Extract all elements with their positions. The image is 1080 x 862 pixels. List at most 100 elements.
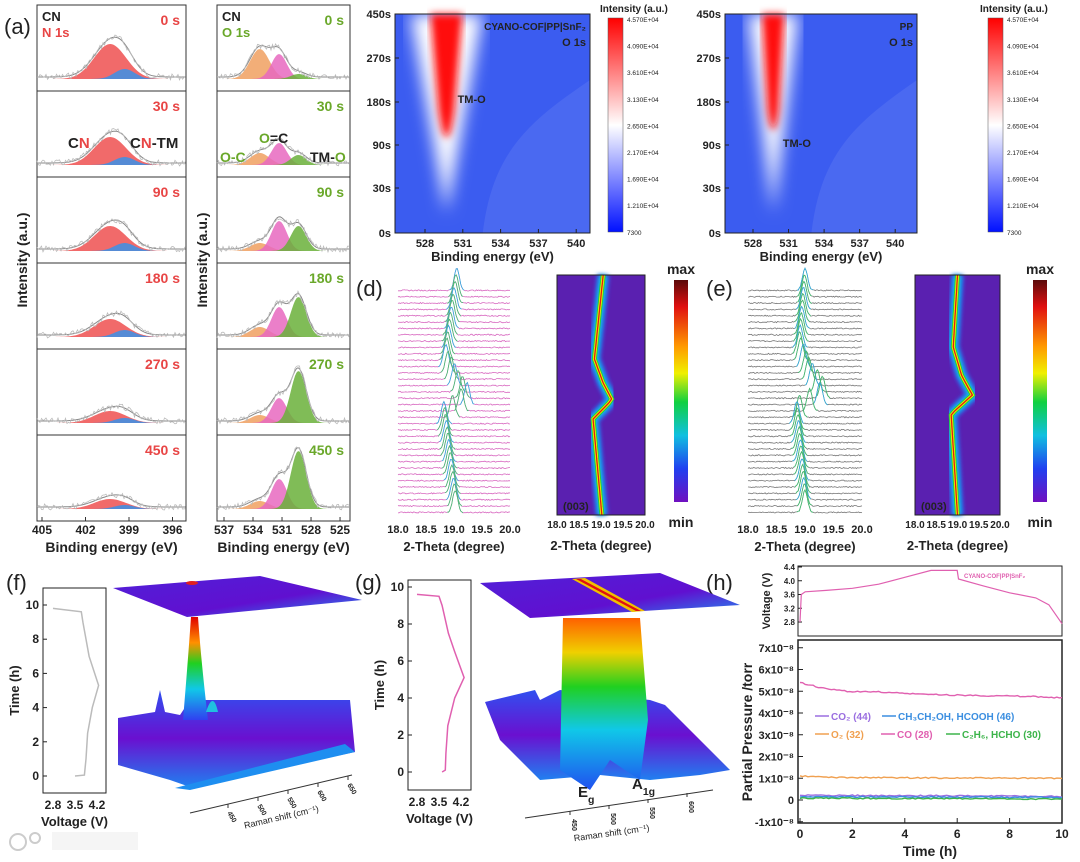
raw-spectrum-curve: [36, 128, 186, 167]
raman-projection-plane: [113, 576, 362, 617]
plot-frame: [556, 274, 646, 516]
x-tick-label: 19.0: [591, 520, 611, 531]
mode-label-eg: Eg: [578, 784, 594, 806]
text-part: g: [588, 794, 594, 806]
panel-label-f: (f): [6, 570, 27, 595]
xrd-trace-peak: [447, 280, 464, 304]
x-tick-label: 537: [529, 238, 547, 250]
raw-spectrum-curve: [36, 34, 186, 82]
fitted-peak-tm-o: [217, 371, 350, 423]
panel-label-a: (a): [4, 14, 31, 39]
fitted-peak-cn: [37, 411, 186, 423]
colorbar-min-label: min: [1028, 514, 1053, 530]
x-tick-label: 540: [567, 238, 585, 250]
x-tick-label: 18.5: [569, 520, 589, 531]
raman-tick-label: 500: [609, 813, 616, 825]
y-tick-label: 2: [32, 735, 39, 749]
time-label: 0 s: [325, 12, 345, 28]
x-tick-label: 528: [416, 238, 434, 250]
y-tick-label: 180s: [697, 97, 721, 109]
x-tick-label: 528: [301, 523, 321, 537]
fitted-peak-o-c: [217, 243, 350, 251]
colorbar-tick-label: 3.610E+04: [627, 70, 659, 77]
xrd-trace: [397, 370, 510, 393]
xrd-trace-peak: [439, 419, 455, 443]
x-tick-label: 0: [797, 827, 804, 841]
fitted-peak-cn-tm: [37, 505, 186, 509]
xrd-trace-peak: [441, 444, 458, 469]
text-part: TM-: [310, 149, 335, 165]
y-tick-label: 2: [397, 728, 404, 742]
text-part: N: [79, 135, 90, 152]
raman-peak-band: [560, 618, 648, 790]
y-axis-label: Time (h): [372, 660, 387, 710]
colorbar-tick-label: 4.090E+04: [627, 44, 659, 51]
fitted-peak-o-c: [217, 221, 350, 251]
y-tick-label: 3x10⁻⁸: [759, 730, 794, 742]
x-tick-label: 3.5: [431, 795, 448, 809]
x-axis-label: Binding energy (eV): [760, 249, 883, 264]
xrd-trace-peak: [801, 356, 817, 380]
y-tick-label: 6x10⁻⁸: [759, 665, 794, 677]
colorbar-tick-label: 1.690E+04: [1007, 177, 1039, 184]
raw-spectrum-curve: [36, 403, 186, 425]
sample-label: PP: [900, 22, 914, 33]
xrd-trace: [747, 381, 863, 406]
raman-tick-label: 550: [285, 796, 297, 810]
legend-label: CO₂ (44): [831, 712, 871, 723]
x-axis-label: Binding energy (eV): [217, 539, 349, 555]
core-level-label: O 1s: [889, 37, 913, 49]
xrd-trace-peak: [793, 445, 809, 468]
legend-label: O₂ (32): [831, 730, 864, 741]
xrd-trace-peak: [436, 406, 453, 431]
x-tick-label: 537: [850, 238, 868, 250]
fitted-peak-cn-tm: [37, 157, 186, 165]
voltage-plot-frame: [797, 565, 1063, 637]
x-tick-label: 19.0: [794, 524, 815, 536]
x-tick-label: 531: [454, 238, 472, 250]
y-tick-label: 6: [32, 666, 39, 680]
heatmap-shade: [482, 80, 590, 233]
fitted-peak-cn: [37, 499, 186, 509]
raman-tick-label: 450: [570, 819, 577, 831]
fitted-peak-cn: [37, 319, 186, 337]
text-part: 1g: [643, 786, 655, 798]
xrd-trace-peak: [443, 458, 459, 482]
fitted-peak-o-c: [217, 479, 350, 509]
x-tick-label: 525: [330, 523, 350, 537]
raman-projection-band-core: [576, 579, 641, 611]
y-tick-label: 450s: [697, 9, 721, 21]
colorbar-title: Intensity (a.u.): [980, 4, 1048, 15]
raw-spectrum-curve: [36, 218, 186, 253]
time-label: 0 s: [161, 12, 181, 28]
panel-label-h: (h): [706, 570, 733, 595]
text-part: C: [68, 135, 79, 152]
y-tick-label: 90s: [703, 140, 721, 152]
xrd-trace-peak: [793, 337, 809, 361]
colorbar-tick-label: 3.610E+04: [1007, 70, 1039, 77]
text-part: C: [130, 135, 141, 152]
xrd-trace-peak: [437, 414, 454, 437]
xrd-trace-peak: [446, 293, 462, 317]
xrd-trace-peak: [444, 299, 460, 323]
raman-tick-label: 650: [345, 782, 357, 796]
x-tick-label: 537: [214, 523, 234, 537]
xrd-trace-peak: [795, 470, 811, 494]
xrd-trace-peak: [459, 381, 475, 406]
heatmap-peak-core: [430, 14, 463, 138]
x-axis-label: 2-Theta (degree): [550, 538, 651, 553]
raman-tick-label: 550: [648, 807, 655, 819]
x-tick-label: 534: [243, 523, 263, 537]
x-tick-label: 8: [1006, 827, 1013, 841]
xrd-trace-peak: [443, 306, 459, 329]
xrd-trace-peak: [792, 331, 808, 354]
fitted-peak-o-c: [217, 49, 350, 79]
xrd-trace-peak: [802, 387, 818, 411]
xrd-trace-peak: [447, 490, 464, 514]
heatmap-shade: [811, 80, 917, 233]
xrd-trace-peak: [439, 337, 455, 361]
xrd-trace-peak: [446, 363, 463, 386]
y-tick-label: 90s: [373, 140, 391, 152]
x-axis-label: 2-Theta (degree): [754, 539, 855, 554]
x-tick-label: 19.0: [443, 524, 464, 536]
